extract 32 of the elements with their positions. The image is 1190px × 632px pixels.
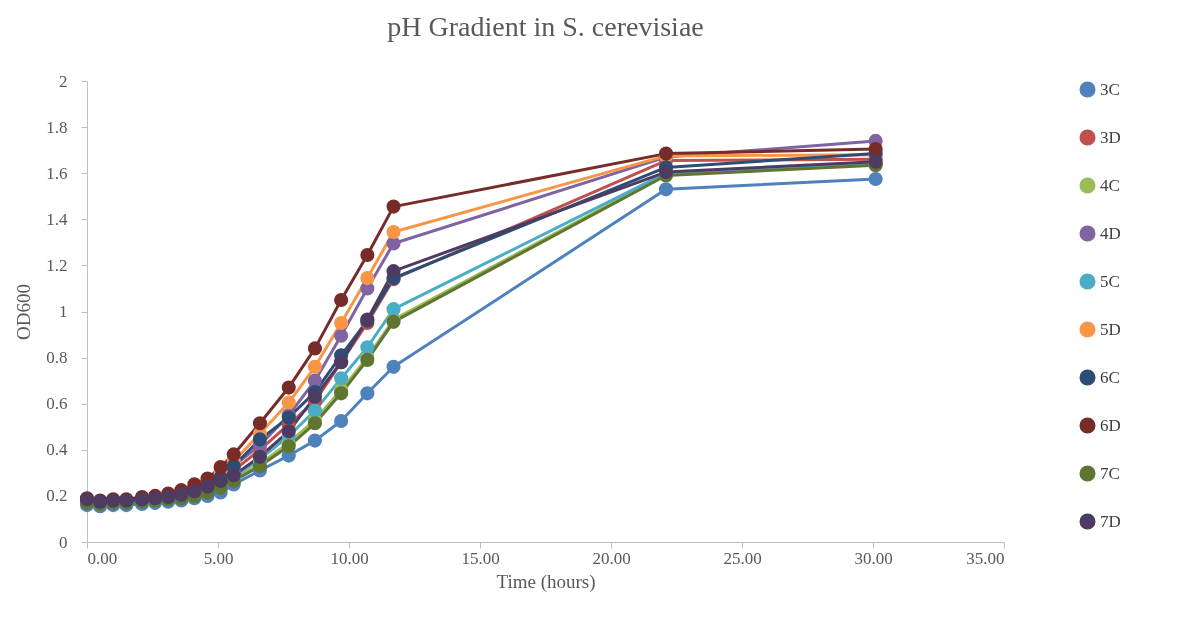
x-tick-label: 25.00 [723, 548, 762, 568]
x-tick-label: 0.00 [87, 548, 118, 568]
y-tick-label: 0.8 [46, 348, 68, 368]
x-tick-label: 10.00 [330, 548, 369, 568]
y-tick-label: 1.2 [46, 255, 68, 275]
y-tick-label: 1 [59, 302, 68, 321]
legend-label: 6C [1100, 367, 1120, 387]
y-tick-label: 1.6 [46, 163, 68, 183]
y-tick-label: 0.6 [46, 394, 68, 414]
x-tick-label: 30.00 [854, 548, 893, 568]
x-axis-title: Time (hours) [496, 570, 596, 593]
legend-label: 4D [1100, 223, 1121, 243]
x-tick-label: 20.00 [592, 548, 631, 568]
legend-label: 7C [1100, 463, 1120, 483]
legend-label: 4C [1100, 175, 1120, 195]
legend-label: 7D [1100, 511, 1121, 531]
y-tick-label: 2 [59, 71, 68, 91]
x-tick-label: 35.00 [966, 548, 1005, 568]
x-tick-label: 5.00 [203, 548, 234, 568]
y-tick-label: 1.8 [46, 117, 68, 137]
y-tick-label: 0.4 [46, 440, 68, 460]
legend-label: 3C [1100, 79, 1120, 99]
y-tick-label: 0 [59, 532, 68, 552]
y-tick-label: 1.4 [46, 209, 68, 229]
legend-label: 5D [1100, 319, 1121, 339]
chart-title: pH Gradient in S. cerevisiae [387, 11, 704, 42]
y-axis-title: OD600 [13, 284, 35, 340]
x-tick-label: 15.00 [461, 548, 500, 568]
legend-label: 3D [1100, 127, 1121, 147]
legend-label: 6D [1100, 415, 1121, 435]
legend-label: 5C [1100, 271, 1120, 291]
y-tick-label: 0.2 [46, 486, 68, 506]
